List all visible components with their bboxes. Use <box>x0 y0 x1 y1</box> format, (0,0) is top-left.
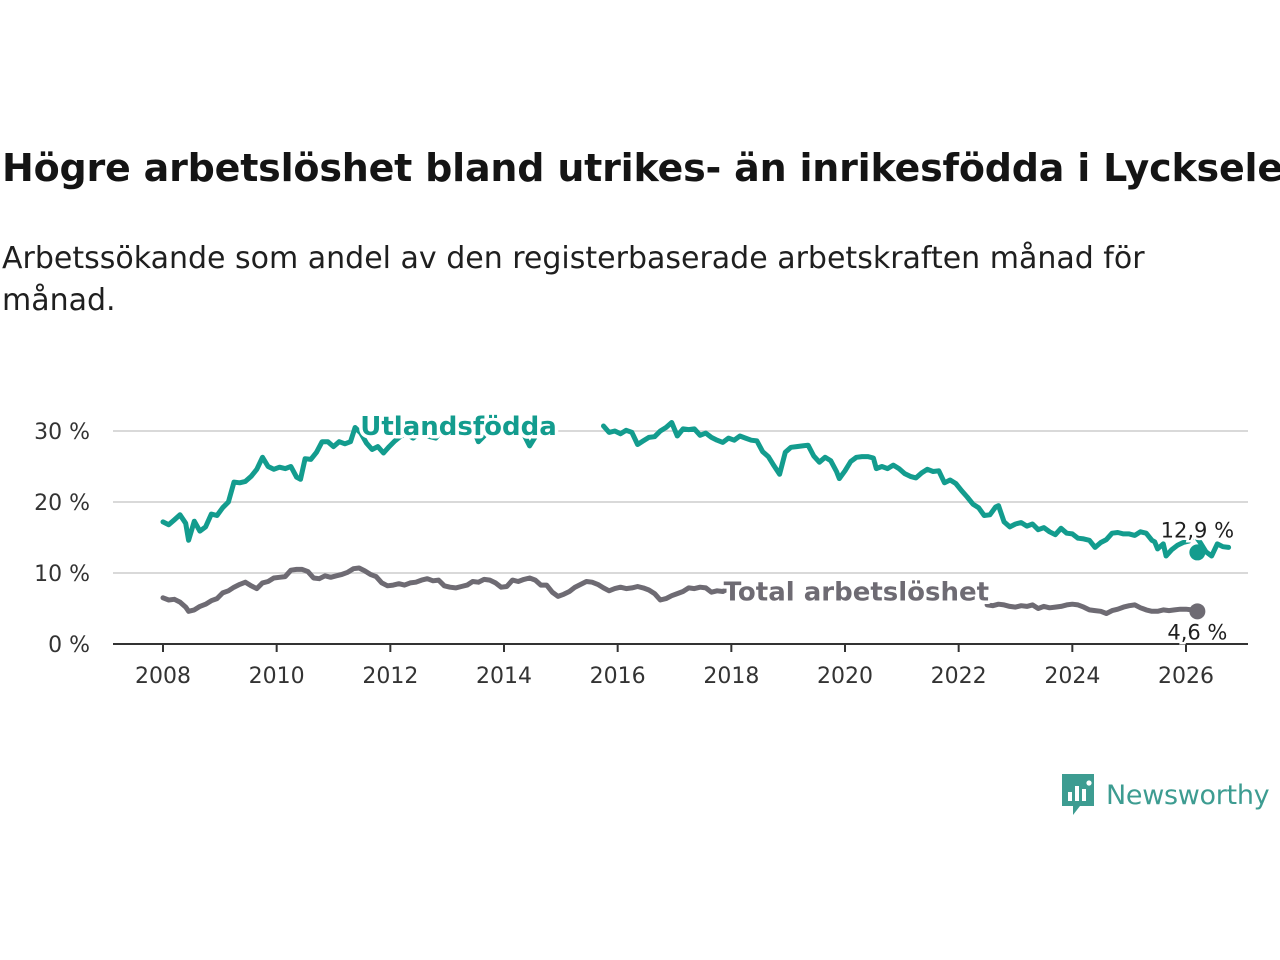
x-tick-label: 2016 <box>590 664 646 689</box>
series-line <box>473 432 487 445</box>
x-tick-label: 2010 <box>249 664 305 689</box>
y-tick-label: 10 % <box>34 562 90 587</box>
x-tick-label: 2008 <box>135 664 191 689</box>
grid-lines <box>113 430 1248 574</box>
brand-name: Newsworthy <box>1106 779 1270 811</box>
page-title: Högre arbetslöshet bland utrikes- än inr… <box>2 146 1280 190</box>
end-value-label: 12,9 % <box>1161 518 1234 542</box>
end-value-label: 4,6 % <box>1167 620 1227 644</box>
y-tick-label: 0 % <box>48 633 90 658</box>
x-tick-label: 2024 <box>1044 664 1100 689</box>
end-point-marker <box>1189 544 1206 561</box>
y-tick-label: 30 % <box>34 420 90 445</box>
series-name-label: Total arbetslöshet <box>724 577 989 607</box>
line-chart: 0 % 10 % 20 % 30 % 2008 2010 2012 2014 2016 2018… <box>34 409 1248 689</box>
x-tick-label: 2018 <box>703 664 759 689</box>
series-line <box>984 601 1203 616</box>
x-tick-label: 2014 <box>476 664 532 689</box>
x-tick-label: 2022 <box>931 664 987 689</box>
y-tick-label: 20 % <box>34 491 90 516</box>
series-lines <box>160 420 1232 616</box>
series-line <box>160 565 731 614</box>
brand-logo: Newsworthy <box>1060 772 1270 818</box>
x-tick-label: 2012 <box>362 664 418 689</box>
series-labels: Utlandsfödda Total arbetslöshet 12,9 % 4,6 … <box>357 409 1237 647</box>
newsworthy-logo-icon <box>1062 774 1094 815</box>
page-subtitle: Arbetssökande som andel av den registerb… <box>2 241 1145 318</box>
x-tick-label: 2020 <box>817 664 873 689</box>
series-line <box>160 425 444 543</box>
y-axis: 0 % 10 % 20 % 30 % <box>34 420 90 658</box>
end-point-marker <box>1189 603 1206 620</box>
series-line <box>521 432 538 449</box>
series-name-label: Utlandsfödda <box>360 412 557 442</box>
series-line <box>601 420 1232 559</box>
x-tick-label: 2026 <box>1158 664 1214 689</box>
x-axis: 2008 2010 2012 2014 2016 2018 2020 2022 2024 2026 <box>113 643 1248 689</box>
